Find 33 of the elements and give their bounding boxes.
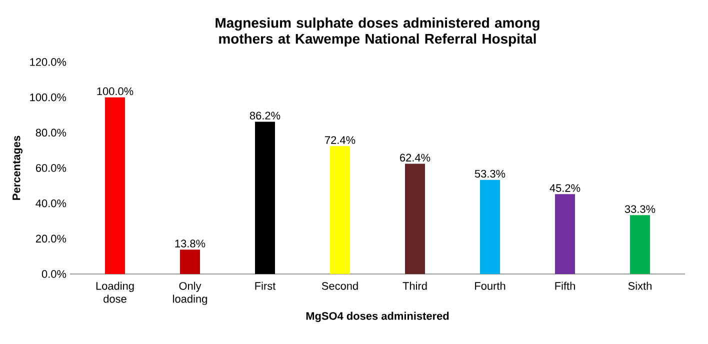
x-tick-label: Only loading — [173, 282, 207, 305]
x-tick-label: First — [255, 282, 276, 290]
y-tick-label: 20.0% — [36, 234, 66, 243]
x-tick-label: Fifth — [555, 282, 575, 290]
y-tick-label: 80.0% — [36, 128, 66, 137]
bar — [555, 194, 576, 274]
bar — [405, 164, 426, 274]
y-tick-label: 120.0% — [30, 58, 66, 66]
data-label: 100.0% — [97, 87, 134, 96]
data-label: 72.4% — [325, 136, 356, 144]
y-tick-label: 100.0% — [30, 93, 66, 102]
data-label: 53.3% — [474, 170, 506, 178]
bar — [105, 97, 125, 274]
x-tick-label: Sixth — [628, 282, 652, 290]
bar — [480, 180, 500, 274]
x-tick-label: Loading dose — [96, 282, 134, 303]
bar — [630, 215, 650, 274]
data-label: 45.2% — [550, 184, 580, 192]
y-tick-label: 0.0% — [42, 270, 66, 278]
y-tick-label: 60.0% — [36, 164, 66, 172]
x-tick-label: Third — [402, 282, 427, 290]
x-axis-title: MgSO4 doses administered — [306, 312, 449, 322]
bar — [330, 146, 350, 274]
x-tick-label: Fourth — [475, 282, 506, 290]
data-label: 62.4% — [400, 154, 430, 162]
y-axis-title: Percentages — [12, 136, 22, 200]
y-tick-label: 40.0% — [36, 199, 66, 208]
data-label: 86.2% — [250, 112, 280, 120]
data-label: 33.3% — [624, 205, 656, 213]
bar — [180, 250, 200, 274]
chart-title: Magnesium sulphate doses administered among mothers at Kawempe National Referral Hospital — [216, 18, 540, 46]
x-tick-label: Second — [322, 282, 358, 290]
data-label: 13.8% — [175, 240, 206, 248]
